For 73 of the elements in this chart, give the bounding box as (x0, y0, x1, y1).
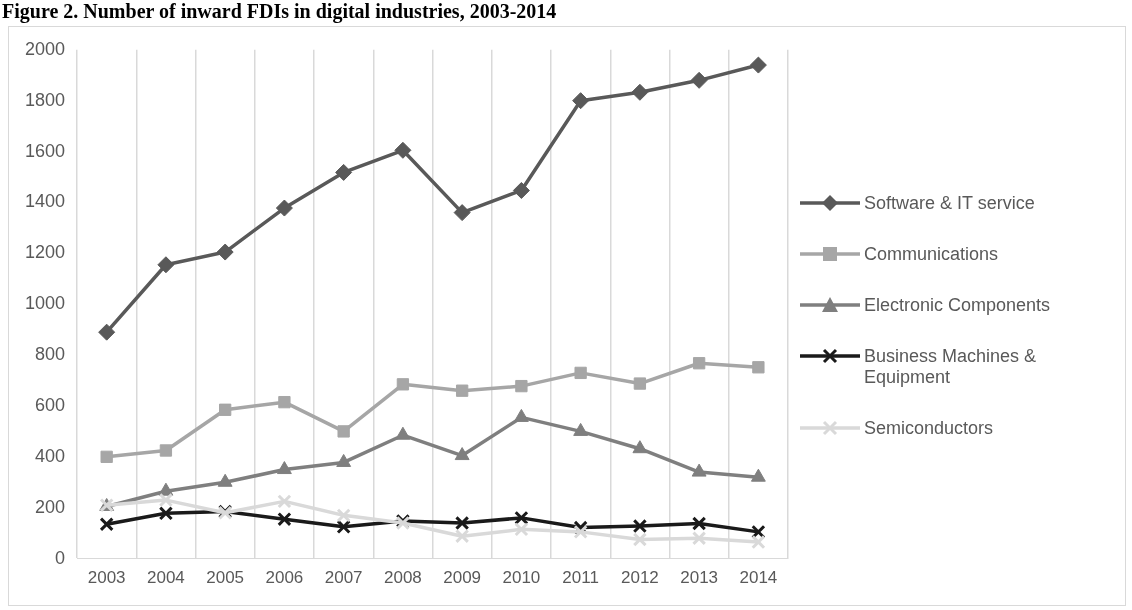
y-tick-label: 1800 (25, 89, 66, 110)
point (691, 531, 707, 546)
point (277, 512, 292, 527)
point (219, 403, 232, 416)
point (633, 377, 647, 390)
y-tick-label: 1000 (25, 293, 66, 314)
legend-label: Semiconductors (864, 418, 994, 439)
y-tick-label: 600 (35, 394, 66, 415)
x-tick-label: 2006 (265, 568, 304, 588)
x-tick-label: 2003 (87, 568, 126, 588)
point (573, 524, 588, 540)
point (276, 461, 292, 475)
legend-label: Communications (864, 244, 999, 265)
point (454, 515, 470, 531)
point (454, 529, 470, 544)
x-tick-label: 2010 (502, 568, 541, 588)
point (453, 204, 471, 222)
point (632, 532, 648, 547)
point (691, 516, 707, 531)
point (98, 323, 116, 341)
chart-title: Figure 2. Number of inward FDIs in digital industries, 2003-2014 (2, 0, 557, 23)
point (278, 395, 291, 409)
point (99, 517, 114, 532)
point (157, 256, 175, 274)
point (454, 447, 470, 461)
x-tick-label: 2008 (383, 568, 422, 588)
point (100, 450, 113, 463)
x-tick-label: 2007 (324, 568, 363, 588)
y-tick-label: 800 (35, 344, 66, 365)
x-tick-label: 2004 (147, 568, 185, 588)
point (277, 494, 292, 509)
point (336, 508, 351, 523)
point (752, 361, 765, 374)
x-tick-label: 2014 (739, 568, 778, 588)
y-tick-label: 0 (55, 547, 66, 568)
point (514, 510, 529, 526)
y-tick-label: 200 (35, 496, 66, 517)
legend-label: Business Machines & Equipment (864, 346, 1038, 388)
point (159, 444, 173, 457)
point (632, 518, 648, 534)
point (394, 141, 412, 159)
x-tick-label: 2009 (443, 568, 482, 588)
point (514, 522, 529, 537)
point (751, 534, 766, 550)
y-tick-label: 1600 (25, 140, 66, 161)
point (632, 440, 648, 454)
y-tick-label: 2000 (25, 38, 66, 59)
point (749, 56, 767, 74)
point (574, 366, 587, 380)
y-tick-label: 1400 (25, 191, 66, 212)
point (631, 83, 649, 101)
legend-label: Software & IT service (864, 193, 1035, 214)
point (275, 199, 293, 217)
point (572, 92, 590, 110)
point (335, 163, 353, 181)
x-tick-label: 2011 (562, 568, 599, 588)
point (512, 181, 530, 199)
point (337, 425, 350, 438)
point (690, 71, 708, 89)
point (158, 506, 174, 521)
point (396, 378, 410, 391)
point (216, 243, 234, 261)
point (336, 519, 351, 534)
y-tick-label: 1200 (25, 242, 66, 263)
point (515, 379, 528, 393)
point (692, 357, 706, 370)
x-tick-label: 2012 (620, 568, 659, 588)
point (455, 384, 469, 397)
legend-label: Electronic Components (864, 295, 1051, 316)
x-tick-label: 2013 (680, 568, 719, 588)
x-tick-label: 2005 (206, 568, 245, 588)
y-tick-label: 400 (35, 445, 66, 466)
point (158, 492, 174, 508)
